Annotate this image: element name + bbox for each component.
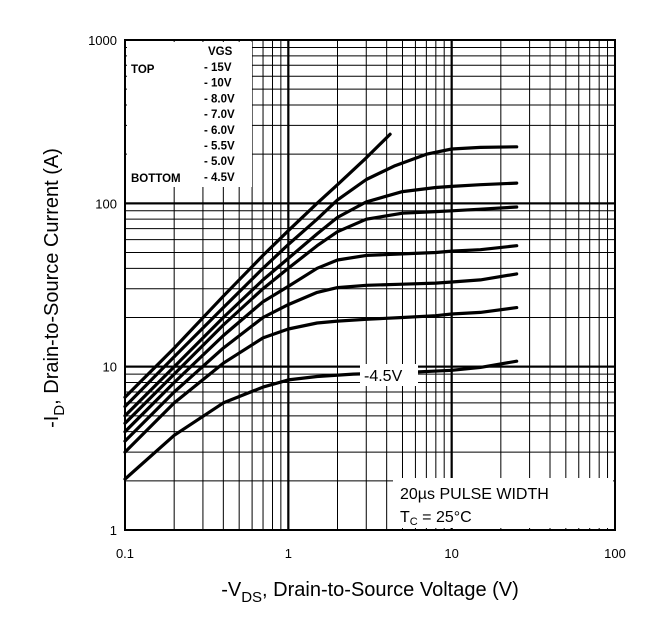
y-tick-label: 1000 [88,33,117,48]
y-tick-label: 1 [110,523,117,538]
legend-entry: - 8.0V [204,93,235,105]
legend-entry: - 6.0V [204,125,235,137]
y-axis-title-main: -I [41,416,63,428]
legend-header: VGS [208,46,233,58]
x-axis-title: -VDS, Drain-to-Source Voltage (V) [221,579,519,606]
legend-top-label: TOP [131,64,155,76]
legend-entry: - 15V [204,62,232,74]
series-line [123,359,519,481]
note-box [393,478,613,528]
series-line [123,306,519,454]
y-axis-title: -ID, Drain-to-Source Current (A) [41,148,68,428]
y-tick-label: 100 [95,196,117,211]
legend-entry: - 4.5V [204,172,235,184]
legend-entry: - 10V [204,78,232,90]
legend-bottom-label: BOTTOM [131,173,181,185]
plot-frame [124,39,616,531]
series-line [123,181,519,418]
x-tick-label: 100 [604,546,626,561]
legend-background [127,42,252,187]
x-axis-title-main: -V [221,579,242,601]
y-axis-title-rest: , Drain-to-Source Current (A) [41,148,63,405]
series-line [123,272,519,443]
legend-entry: - 7.0V [204,109,235,121]
legend-entries: - 15V - 10V - 8.0V - 7.0V - 6.0V - 5.5V - 5.0V… [204,62,235,184]
curve-label: -4.5V [364,368,403,385]
x-tick-label: 10 [444,546,458,561]
note-line-2-sub: C [410,516,418,528]
x-axis-title-sub: DS [241,589,262,606]
series-line [123,132,392,399]
x-axis-title-rest: , Drain-to-Source Voltage (V) [262,579,519,601]
series-line [123,244,519,434]
y-tick-label: 10 [103,360,117,375]
legend-entry: - 5.5V [204,141,235,153]
x-tick-label: 1 [285,546,292,561]
series-line [123,145,519,409]
note-line-1: 20µs PULSE WIDTH [400,486,549,503]
legend-entry: - 5.0V [204,156,235,168]
y-axis-title-sub: D [51,405,68,416]
note-line-2-rest: = 25°C [418,509,472,526]
tick-labels: 0.1 1 10 100 1 10 100 1000 [88,33,626,561]
x-tick-label: 0.1 [116,546,134,561]
chart-curves [123,132,519,481]
curve-label-background [360,364,418,386]
note-line-2: TC = 25°C [400,509,472,528]
series-line [123,205,519,425]
note-line-2-prefix: T [400,509,410,526]
